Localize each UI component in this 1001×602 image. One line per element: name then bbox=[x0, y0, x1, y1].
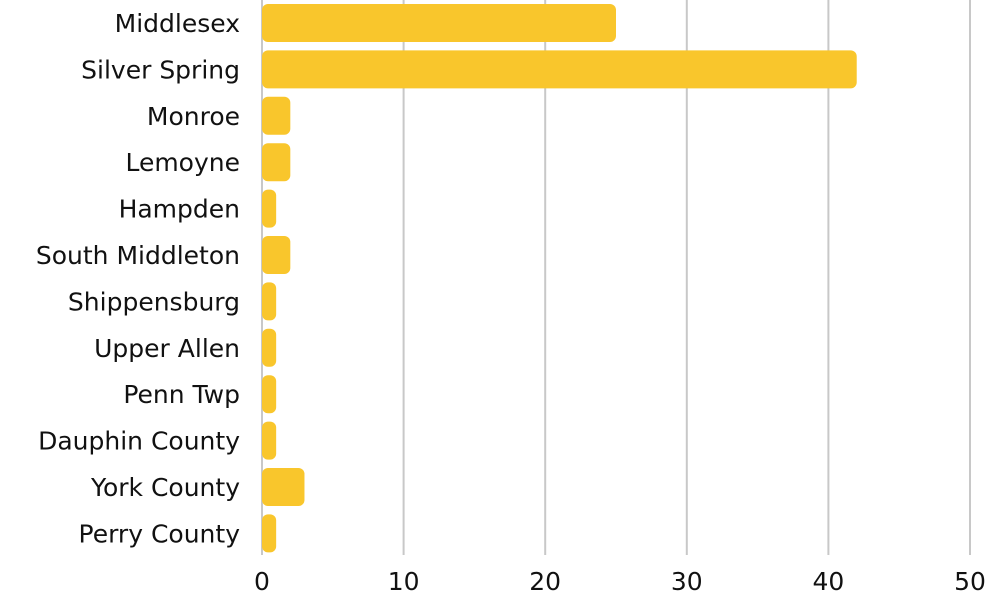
category-label: Penn Twp bbox=[123, 380, 240, 409]
category-label: Dauphin County bbox=[38, 427, 240, 456]
category-label: South Middleton bbox=[36, 241, 240, 270]
category-label: Silver Spring bbox=[81, 55, 240, 84]
bar bbox=[262, 143, 291, 182]
category-label: Shippensburg bbox=[68, 287, 240, 316]
bar bbox=[262, 514, 277, 553]
category-label: Monroe bbox=[147, 102, 240, 131]
x-tick-label: 20 bbox=[529, 567, 561, 596]
bar bbox=[262, 421, 277, 460]
x-tick-label: 50 bbox=[954, 567, 986, 596]
gridlines bbox=[261, 0, 971, 555]
bar bbox=[262, 189, 277, 228]
bar bbox=[262, 96, 291, 135]
category-label: Perry County bbox=[79, 519, 241, 548]
x-tick-label: 0 bbox=[254, 567, 270, 596]
category-labels: Middlesex Silver Spring Monroe Lemoyne Hampd… bbox=[36, 9, 240, 548]
category-label: Middlesex bbox=[115, 9, 240, 38]
bars bbox=[262, 4, 857, 553]
bar bbox=[262, 4, 616, 42]
bar bbox=[262, 50, 857, 89]
x-tick-label: 40 bbox=[812, 567, 844, 596]
category-label: Upper Allen bbox=[94, 334, 240, 363]
category-label: Hampden bbox=[119, 195, 240, 224]
x-tick-label: 10 bbox=[388, 567, 420, 596]
bar bbox=[262, 468, 305, 506]
category-label: York County bbox=[90, 473, 240, 502]
bar bbox=[262, 328, 277, 367]
bar bbox=[262, 282, 277, 321]
x-tick-label: 30 bbox=[671, 567, 703, 596]
bar bbox=[262, 236, 291, 274]
category-label: Lemoyne bbox=[125, 148, 240, 177]
x-tick-labels: 0 10 20 30 40 50 bbox=[254, 567, 986, 596]
bar bbox=[262, 375, 277, 414]
